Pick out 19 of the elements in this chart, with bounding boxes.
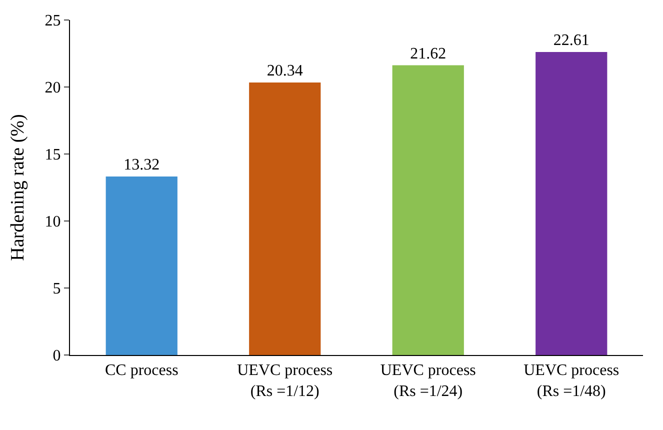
x-tick-label: CC process [104,362,178,380]
bar [249,82,321,355]
x-tick-label: UEVC process (Rs =1/24) [380,362,476,400]
data-label: 20.34 [266,62,303,80]
y-tick-label: 10 [44,214,61,231]
bar [536,52,608,355]
x-tick-label: UEVC process (Rs =1/12) [237,362,333,400]
y-tick-label: 0 [52,348,61,365]
y-tick-label: 5 [52,280,61,298]
bar [392,65,464,355]
bar [106,176,178,355]
y-tick-label: 25 [44,12,61,30]
x-tick-label: UEVC process (Rs =1/48) [524,362,620,400]
y-axis-title: Hardening rate (%) [8,114,29,261]
y-tick-label: 15 [44,146,61,164]
data-label: 13.32 [124,156,160,174]
data-label: 21.62 [410,45,446,62]
y-tick-label: 20 [44,80,61,97]
data-label: 22.61 [553,32,590,50]
